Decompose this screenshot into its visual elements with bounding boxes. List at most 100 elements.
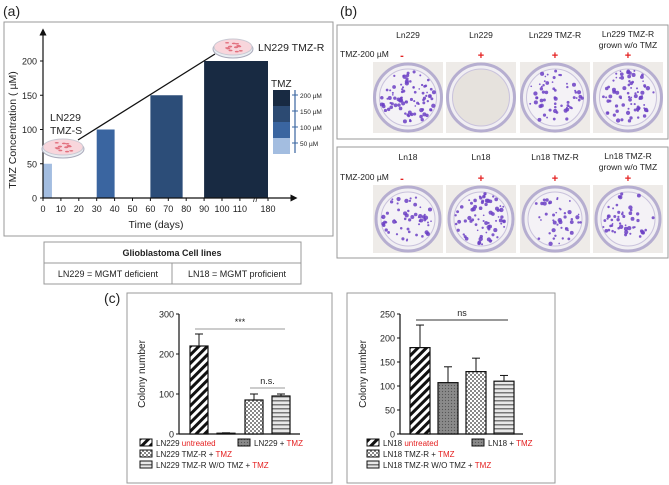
- table-cell: LN229 = MGMT deficient: [58, 269, 159, 279]
- plate-label-line2: grown w/o TMZ: [599, 162, 657, 172]
- ln229-chart-frame: [126, 292, 333, 484]
- treatment-label: TMZ-200 µM: [340, 172, 389, 182]
- legend-swatch: [237, 438, 251, 447]
- x-axis-label: Time (days): [128, 219, 183, 231]
- y-tick-label: 150: [380, 358, 395, 368]
- treatment-sign: +: [625, 50, 631, 62]
- legend-label: LN18 TMZ-R W/O TMZ + TMZ: [383, 461, 491, 470]
- bar: [189, 345, 209, 435]
- legend-label-text: LN229 TMZ-R W/O TMZ +: [156, 461, 252, 470]
- y-tick-label: 50: [385, 406, 395, 416]
- petri-dish-icon: [212, 38, 254, 59]
- bar: [409, 347, 431, 435]
- plate-label: Ln18: [399, 152, 418, 162]
- ln229-colony-chart: Colony number 0 100 200 300 *** n.s. LN229 untr…: [137, 310, 303, 471]
- legend-label-text: LN18: [383, 439, 404, 448]
- treatment-sign: +: [625, 173, 631, 185]
- x-tick-label: 30: [92, 204, 102, 214]
- ln18-colony-chart: Colony number 0 50 100 150 200 250 ns LN18 untre…: [358, 308, 533, 470]
- legend-label-highlight: TMZ: [475, 461, 492, 470]
- colony-plate-image: [520, 62, 590, 133]
- legend-label: LN229 untreated: [156, 439, 216, 448]
- legend-label-text: LN229 +: [254, 439, 287, 448]
- y-tick-label: 200: [380, 334, 395, 344]
- y-axis-label: TMZ Concentration ( µM): [7, 71, 19, 189]
- x-tick-label: 60: [145, 204, 155, 214]
- plate-label: Ln229: [469, 30, 493, 40]
- x-tick-label: 0: [40, 204, 45, 214]
- bar: [437, 382, 459, 435]
- plate-row: TMZ-200 µM Ln18 - Ln18 + Ln18 TMZ-R + Ln18 TMZ-…: [336, 146, 669, 259]
- legend-label-text: LN18 TMZ-R W/O TMZ +: [383, 461, 475, 470]
- legend-swatch: [366, 460, 380, 469]
- plate-label: Ln18: [472, 152, 491, 162]
- colony-plates-panel: TMZ-200 µM Ln229 - Ln229 + Ln229 TMZ-R + Ln229 …: [336, 24, 669, 259]
- treatment-label: TMZ-200 µM: [340, 49, 389, 59]
- start-label-line1: LN229: [50, 112, 81, 124]
- colony-plate-image: [593, 62, 663, 133]
- legend-label-highlight: TMZ: [216, 450, 233, 459]
- legend-swatch: [273, 106, 290, 122]
- treatment-sign: +: [552, 173, 558, 185]
- x-tick-label: 70: [163, 204, 173, 214]
- x-tick-label: 10: [56, 204, 66, 214]
- plate-label: Ln18 TMZ-R: [531, 152, 579, 162]
- concentration-bar: [43, 163, 52, 198]
- treatment-sign: -: [400, 173, 404, 185]
- legend-swatch: [273, 122, 290, 138]
- legend-swatch: [471, 438, 485, 447]
- legend-label-text: LN18 TMZ-R +: [383, 450, 438, 459]
- start-label-line2: TMZ-S: [50, 125, 82, 137]
- legend-swatch: [366, 438, 380, 447]
- x-tick-label: 20: [74, 204, 84, 214]
- legend-label: LN229 + TMZ: [254, 439, 303, 448]
- significance-label: ns: [457, 308, 467, 318]
- plate-label: Ln229 TMZ-R: [602, 29, 654, 39]
- legend-swatch: [139, 438, 153, 447]
- x-tick-label: 40: [110, 204, 120, 214]
- plate-label: Ln229: [396, 30, 420, 40]
- panel-label-a: (a): [3, 3, 20, 19]
- colony-plate-image: [520, 185, 590, 253]
- legend-label: LN18 untreated: [383, 439, 438, 448]
- y-tick-label: 250: [380, 310, 395, 320]
- legend-swatch: [366, 449, 380, 458]
- treatment-sign: +: [552, 50, 558, 62]
- legend-label: LN229 TMZ-R W/O TMZ + TMZ: [156, 461, 269, 470]
- bar: [465, 371, 487, 435]
- legend-label-highlight: TMZ: [516, 439, 533, 448]
- legend-swatch: [139, 460, 153, 469]
- x-tick-label: 50: [127, 204, 137, 214]
- x-tick-label: 180: [260, 204, 275, 214]
- legend-swatch: [273, 138, 290, 154]
- y-axis-label: Colony number: [137, 339, 148, 407]
- plate-label: Ln229 TMZ-R: [529, 30, 581, 40]
- legend-label-highlight: TMZ: [287, 439, 304, 448]
- colony-plate-image: [373, 62, 443, 133]
- y-tick-label: 0: [390, 430, 395, 440]
- y-tick-label: 300: [159, 310, 174, 320]
- y-axis-label: Colony number: [358, 339, 369, 407]
- y-tick-label: 100: [159, 390, 174, 400]
- x-tick-label: 80: [181, 204, 191, 214]
- x-tick-label: 100: [214, 204, 229, 214]
- trend-line: [77, 53, 216, 141]
- bar: [493, 380, 515, 435]
- legend-swatch: [273, 90, 290, 106]
- legend-label-highlight: untreated: [182, 439, 216, 448]
- axis-break: //: [253, 194, 259, 204]
- concentration-bar: [96, 129, 115, 198]
- petri-dish-icon: [41, 138, 85, 159]
- concentration-bar: [204, 61, 268, 198]
- bar: [244, 399, 264, 435]
- legend-label-text: LN229 TMZ-R +: [156, 450, 216, 459]
- colony-plate-image: [446, 62, 516, 133]
- significance-label: n.s.: [260, 376, 275, 386]
- legend-label-highlight: TMZ: [438, 450, 455, 459]
- x-tick-label: 110: [233, 204, 247, 214]
- y-tick-label: 100: [380, 382, 395, 392]
- bar: [271, 395, 291, 435]
- colony-plate-image: [593, 185, 663, 253]
- plate-label: Ln18 TMZ-R: [604, 151, 652, 161]
